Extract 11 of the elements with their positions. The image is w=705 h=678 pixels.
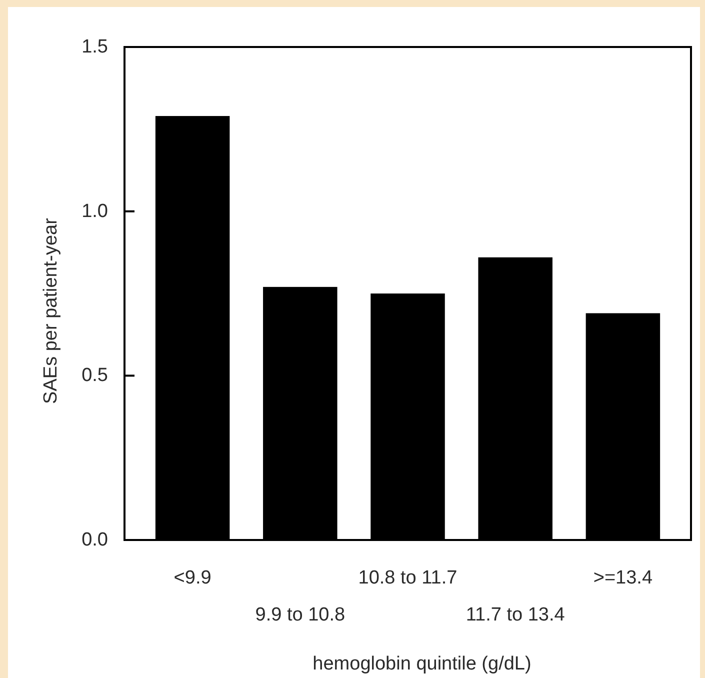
x-tick-label: <9.9	[174, 568, 212, 588]
y-tick-label: 1.5	[82, 36, 108, 58]
y-tick-label: 0.5	[82, 365, 108, 386]
x-tick-label: 9.9 to 10.8	[255, 604, 346, 626]
x-tick-label: 11.7 to 13.4	[466, 604, 566, 626]
x-axis-title: hemoglobin quintile (g/dL)	[312, 654, 532, 674]
x-tick-label: >=13.4	[593, 568, 653, 588]
y-tick-label: 0.0	[82, 530, 108, 550]
x-tick-label: 10.8 to 11.7	[358, 568, 458, 588]
y-tick-label: 1.0	[82, 200, 108, 222]
y-axis-title: SAEs per patient-year	[40, 217, 62, 404]
